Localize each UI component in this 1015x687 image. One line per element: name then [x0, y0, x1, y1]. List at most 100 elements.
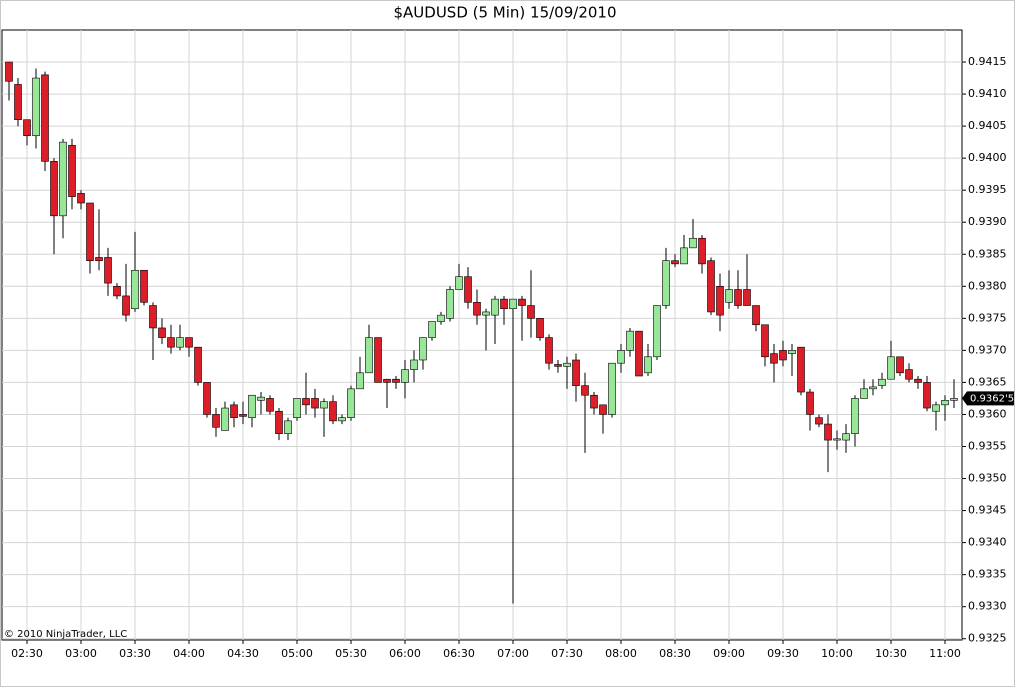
- x-tick-label: 03:30: [119, 647, 151, 660]
- y-tick-label: 0.9335: [968, 568, 1007, 581]
- y-tick-label: 0.9385: [968, 247, 1007, 260]
- x-tick-label: 07:30: [551, 647, 583, 660]
- candle-body: [446, 289, 454, 319]
- y-tick-label: 0.9410: [968, 87, 1007, 100]
- y-tick-label: 0.9395: [968, 183, 1007, 196]
- candle-body: [23, 119, 31, 137]
- x-tick-label: 03:00: [65, 647, 97, 660]
- candle-body: [635, 330, 643, 377]
- candle-body: [41, 74, 49, 162]
- candle-body: [473, 302, 481, 316]
- candle-body: [482, 311, 490, 316]
- candle-body: [572, 359, 580, 386]
- candle-body: [671, 260, 679, 265]
- candle-body: [554, 364, 562, 367]
- y-tick-label: 0.9390: [968, 215, 1007, 228]
- candle-body: [950, 398, 958, 401]
- candle-body: [941, 400, 949, 406]
- y-tick-label: 0.9340: [968, 536, 1007, 549]
- candle-body: [509, 298, 517, 310]
- candle-body: [734, 289, 742, 306]
- candle-body: [194, 346, 202, 383]
- bodies: [5, 61, 958, 441]
- candle-body: [761, 324, 769, 358]
- candle-body: [500, 298, 508, 310]
- candle-body: [833, 438, 841, 441]
- candle-body: [518, 298, 526, 306]
- candle-body: [923, 382, 931, 409]
- y-tick-label: 0.9400: [968, 151, 1007, 164]
- candle-body: [140, 269, 148, 303]
- labels: 0.9325 0.9330 0.9335 0.9340 0.9345 0.9350 0.93…: [11, 55, 1014, 660]
- candle-body: [698, 237, 706, 265]
- candle-body: [581, 385, 589, 396]
- candle-body: [797, 346, 805, 393]
- candle-body: [347, 388, 355, 418]
- candle-body: [689, 237, 697, 249]
- candle-body: [230, 404, 238, 418]
- x-tick-label: 10:30: [875, 647, 907, 660]
- candle-body: [239, 414, 247, 417]
- x-tick-label: 04:00: [173, 647, 205, 660]
- candle-body: [914, 378, 922, 383]
- wicks: [8, 62, 955, 604]
- x-tick-label: 02:30: [11, 647, 43, 660]
- candle-body: [392, 378, 400, 383]
- candle-body: [95, 257, 103, 261]
- candle-body: [338, 417, 346, 422]
- candle-body: [752, 305, 760, 326]
- candle-body: [320, 401, 328, 409]
- candle-body: [779, 350, 787, 361]
- x-tick-label: 04:30: [227, 647, 259, 660]
- x-tick-label: 08:30: [659, 647, 691, 660]
- candle-body: [851, 398, 859, 434]
- y-tick-label: 0.9375: [968, 311, 1007, 324]
- chart-title: $AUDUSD (5 Min) 15/09/2010: [393, 4, 616, 22]
- candle-body: [563, 362, 571, 367]
- candle-body: [32, 77, 40, 137]
- candle-body: [887, 356, 895, 380]
- candle-body: [5, 61, 13, 82]
- candle-body: [257, 396, 265, 401]
- y-tick-label: 0.9405: [968, 119, 1007, 132]
- x-tick-label: 06:00: [389, 647, 421, 660]
- x-tick-label: 06:30: [443, 647, 475, 660]
- candle-body: [599, 404, 607, 415]
- candle-body: [203, 382, 211, 415]
- x-tick-label: 09:30: [767, 647, 799, 660]
- candle-body: [365, 337, 373, 374]
- candle-body: [176, 337, 184, 348]
- candle-body: [104, 257, 112, 284]
- candle-body: [824, 423, 832, 441]
- candle-body: [131, 269, 139, 310]
- candle-body: [86, 202, 94, 261]
- candle-body: [122, 295, 130, 316]
- candle-body: [356, 372, 364, 390]
- y-tick-label: 0.9330: [968, 600, 1007, 613]
- candle-body: [167, 337, 175, 348]
- candle-body: [716, 286, 724, 316]
- candle-body: [662, 260, 670, 306]
- y-tick-label: 0.9370: [968, 343, 1007, 356]
- candle-body: [437, 314, 445, 322]
- candle-body: [410, 359, 418, 370]
- candle-body: [158, 327, 166, 338]
- candle-body: [860, 388, 868, 399]
- candle-body: [302, 398, 310, 406]
- candle-body: [329, 401, 337, 422]
- candle-body: [545, 337, 553, 364]
- candle-body: [374, 337, 382, 383]
- candle-body: [653, 305, 661, 358]
- candle-body: [644, 356, 652, 374]
- x-tick-label: 11:00: [929, 647, 961, 660]
- candle-body: [455, 276, 463, 290]
- candle-body: [113, 286, 121, 297]
- x-tick-label: 10:00: [821, 647, 853, 660]
- candle-body: [14, 84, 22, 121]
- y-tick-label: 0.9345: [968, 504, 1007, 517]
- candle-body: [311, 398, 319, 409]
- candle-body: [590, 394, 598, 409]
- candle-body: [221, 407, 229, 431]
